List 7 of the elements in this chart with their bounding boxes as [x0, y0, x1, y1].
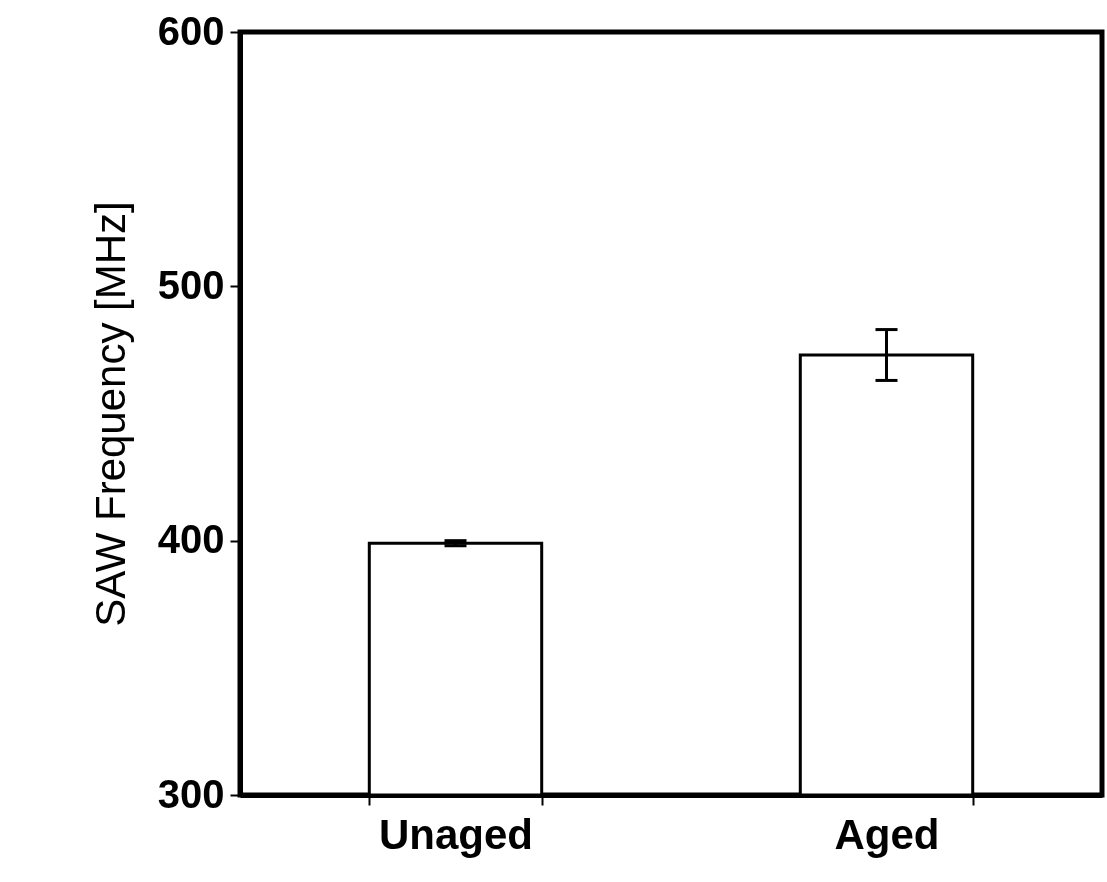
x-tick-label: Aged — [834, 810, 940, 858]
y-tick-label: 300 — [157, 771, 225, 816]
y-tick-label: 500 — [157, 262, 225, 307]
x-tick-label: Unaged — [378, 810, 534, 858]
y-axis-title: SAW Frequency [MHz] — [86, 201, 134, 627]
y-tick-label: 400 — [157, 517, 225, 562]
y-tick-label: 600 — [157, 8, 225, 53]
